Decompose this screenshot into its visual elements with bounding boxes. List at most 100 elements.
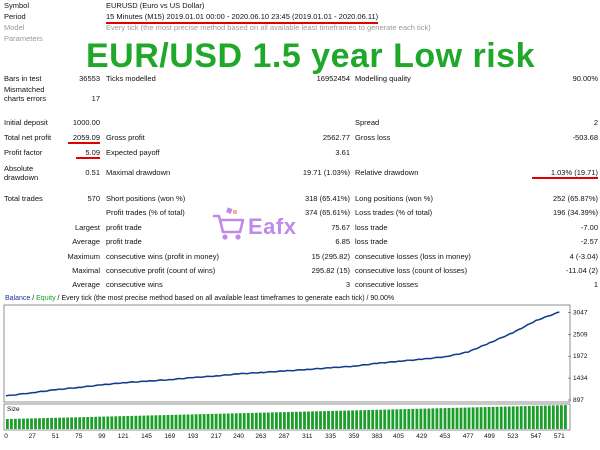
size-bar: [475, 407, 479, 429]
size-bar: [463, 407, 467, 429]
ticks-modelled-label: Ticks modelled: [106, 74, 156, 83]
size-bar: [291, 411, 294, 429]
size-bar: [62, 417, 66, 429]
total-net-profit-label: Total net profit: [4, 133, 52, 142]
size-bar: [82, 417, 86, 429]
size-bar: [190, 414, 194, 429]
x-tick-label: 335: [325, 433, 336, 440]
chart-canvas: Size 897 1434 1972 2509 3047 0 27 51 75 99 121 145…: [3, 304, 588, 440]
gross-profit-label: Gross profit: [106, 133, 145, 142]
size-bar: [487, 407, 491, 429]
size-bar: [511, 406, 515, 429]
size-bar: [275, 412, 278, 429]
y-tick-label: 1972: [573, 353, 588, 360]
size-bar: [74, 417, 78, 429]
size-bar: [110, 416, 114, 429]
size-bar: [423, 408, 427, 429]
size-bar: [194, 414, 198, 429]
x-tick-label: 499: [484, 433, 495, 440]
largest-loss-trade-value: -7.00: [580, 223, 598, 232]
size-bar: [407, 409, 411, 429]
size-bar: [26, 418, 29, 429]
chart-title-equity: Equity: [36, 295, 56, 302]
size-bar: [387, 409, 391, 429]
maximal-drawdown-label: Maximal drawdown: [106, 168, 171, 177]
size-bar: [30, 418, 33, 429]
size-bar: [447, 408, 451, 429]
size-bar: [266, 412, 270, 429]
size-bar: [34, 418, 37, 429]
size-bar: [206, 414, 210, 429]
profit-trades-value: 374 (65.61%): [304, 208, 350, 217]
gross-loss-value: -503.68: [572, 133, 598, 142]
total-net-profit-value: 2059.09: [68, 133, 100, 144]
chart-title-separator: /: [30, 295, 37, 302]
maximal-drawdown-value: 19.71 (1.03%): [302, 168, 350, 177]
x-tick-label: 193: [188, 433, 199, 440]
size-bar: [319, 411, 322, 429]
size-bar: [279, 412, 282, 429]
average-loss-trade-value: -2.57: [580, 237, 598, 246]
balance-line: [5, 311, 560, 397]
balance-equity-chart: Balance / Equity / Every tick (the most …: [2, 294, 598, 448]
x-tick-label: 169: [164, 433, 175, 440]
size-bar: [375, 409, 379, 429]
size-bar: [130, 415, 134, 429]
size-bar: [359, 410, 363, 429]
short-positions-label: Short positions (won %): [106, 194, 186, 203]
size-bar: [307, 411, 310, 429]
symbol-label: Symbol: [4, 1, 30, 10]
size-bar: [150, 415, 154, 429]
size-bar: [560, 405, 563, 429]
size-bar: [174, 414, 178, 429]
size-bar: [431, 408, 435, 429]
size-bar: [323, 411, 326, 429]
size-bar: [102, 416, 106, 429]
symbol-value: EURUSD (Euro vs US Dollar): [106, 1, 205, 10]
size-bar: [50, 417, 54, 429]
size-bar: [18, 418, 21, 429]
maximal-consecutive-loss-value: -11.04 (2): [566, 266, 598, 275]
size-bar: [399, 409, 403, 429]
y-tick-label: 3047: [573, 309, 588, 316]
size-bar: [367, 410, 371, 429]
average-consecutive-losses-label: consecutive losses: [355, 280, 418, 289]
expected-payoff-value: 3.61: [335, 148, 350, 157]
size-bar: [339, 410, 343, 429]
size-bar: [403, 409, 407, 429]
x-tick-label: 383: [372, 433, 383, 440]
x-tick-label: 453: [439, 433, 450, 440]
size-bar: [14, 418, 17, 429]
size-bar: [383, 409, 387, 429]
size-bar: [287, 412, 290, 429]
absolute-drawdown-label-line2: drawdown: [4, 173, 39, 182]
period-label: Period: [4, 12, 26, 21]
total-trades-value: 570: [87, 194, 100, 203]
shopping-cart-icon: [212, 207, 245, 240]
size-bar: [6, 419, 9, 429]
size-bar: [202, 414, 206, 429]
model-label: Model: [4, 23, 25, 32]
gross-loss-label: Gross loss: [355, 133, 391, 142]
largest-label: Largest: [74, 223, 100, 232]
loss-trades-label: Loss trades (% of total): [355, 208, 433, 217]
size-bar: [411, 408, 415, 429]
size-bar: [351, 410, 355, 429]
initial-deposit-value: 1000.00: [72, 118, 100, 127]
bars-in-test-label: Bars in test: [4, 74, 42, 83]
chart-title-rest: / Every tick (the most precise method ba…: [55, 295, 395, 302]
size-bar: [531, 405, 535, 429]
size-bar: [371, 409, 375, 429]
gross-profit-value: 2562.77: [322, 133, 350, 142]
size-bar: [503, 406, 507, 429]
size-bar: [210, 413, 214, 429]
size-bar: [335, 410, 339, 429]
size-bar: [246, 413, 250, 429]
x-tick-label: 0: [4, 433, 8, 440]
size-bar: [38, 418, 41, 429]
largest-profit-trade-value: 75.67: [331, 223, 350, 232]
size-bar: [527, 406, 531, 429]
maximal-consecutive-loss-label: consecutive loss (count of losses): [355, 266, 468, 275]
size-bar: [419, 408, 423, 429]
size-bar: [226, 413, 230, 429]
